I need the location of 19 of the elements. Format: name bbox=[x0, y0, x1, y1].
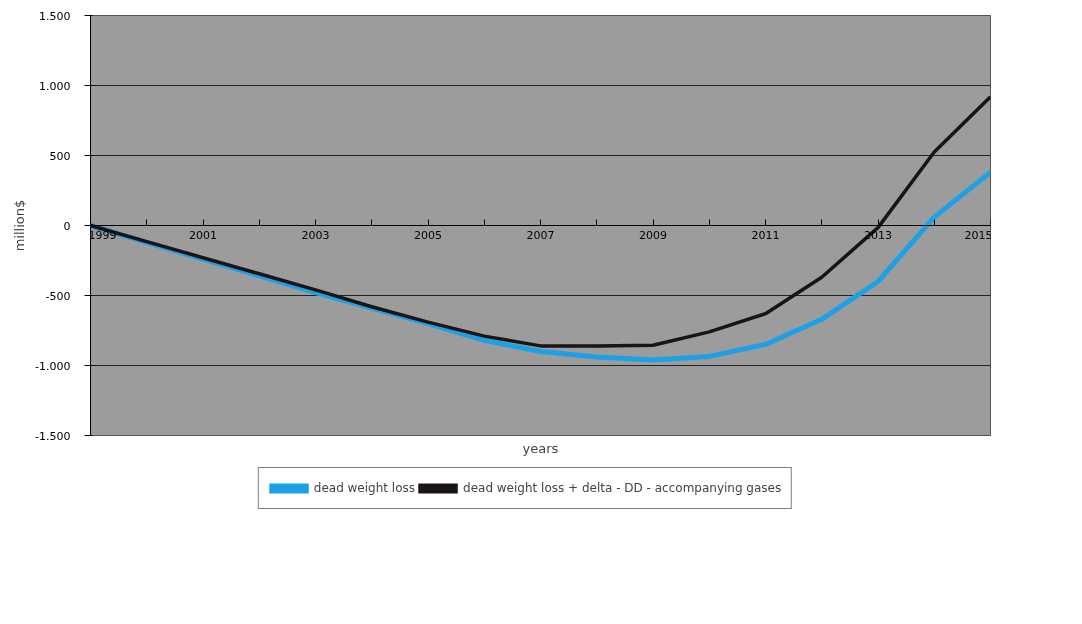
x-tick-label: 2007 bbox=[526, 228, 555, 242]
y-tick-label: -500 bbox=[45, 289, 71, 303]
y-tick-label: 0 bbox=[63, 219, 71, 233]
legend-label: dead weight loss + delta - DD - accompanying gases bbox=[463, 481, 782, 495]
x-tick-label: 1999 bbox=[88, 228, 117, 242]
y-tick-label: -1.000 bbox=[35, 359, 71, 373]
x-tick-label: 2009 bbox=[639, 228, 667, 242]
x-axis-title: years bbox=[522, 440, 559, 456]
y-tick-label: -1.500 bbox=[35, 429, 71, 443]
y-tick-label: 1.000 bbox=[39, 79, 71, 93]
y-tick-label: 500 bbox=[49, 149, 71, 163]
y-tick-label: 1.500 bbox=[39, 9, 71, 23]
x-tick-label: 2005 bbox=[414, 228, 442, 242]
x-tick-label: 2001 bbox=[189, 228, 217, 242]
x-tick-label: 2011 bbox=[751, 228, 780, 242]
y-axis-title: million$ bbox=[12, 199, 28, 252]
legend-label: dead weight loss bbox=[313, 481, 416, 495]
line-series bbox=[90, 94, 991, 348]
x-tick-label: 2003 bbox=[301, 228, 330, 242]
